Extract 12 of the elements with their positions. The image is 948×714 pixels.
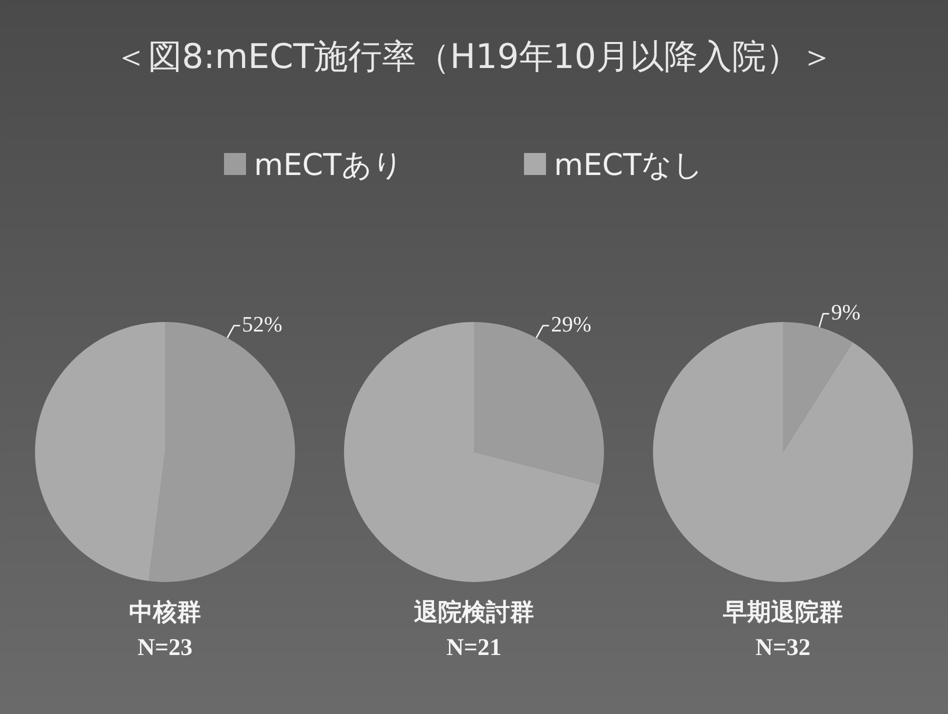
slice-label: 早期退院群 [722, 598, 843, 626]
data-label: 9% [831, 300, 861, 325]
data-label: 52% [242, 312, 282, 337]
chart-title: ＜図8:mECT施行率（H19年10月以降入院）＞ [114, 37, 834, 77]
text: N=32 [755, 635, 811, 661]
slice-label: 退院検討群 [414, 598, 534, 626]
text: N=21 [446, 635, 502, 661]
legend-label: mECTなし [554, 148, 704, 183]
data-label: 29% [551, 312, 592, 337]
legend-label: mECTあり [254, 148, 404, 183]
slice-label: 中核群 [129, 598, 201, 626]
text: N=23 [137, 635, 193, 661]
